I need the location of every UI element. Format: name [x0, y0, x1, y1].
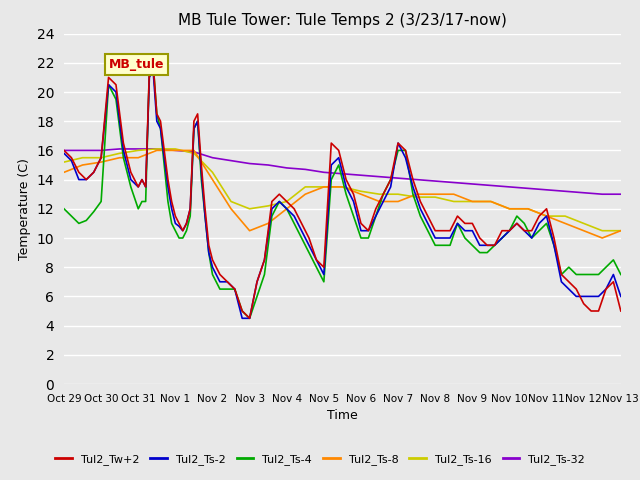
Title: MB Tule Tower: Tule Temps 2 (3/23/17-now): MB Tule Tower: Tule Temps 2 (3/23/17-now…: [178, 13, 507, 28]
X-axis label: Time: Time: [327, 409, 358, 422]
Text: MB_tule: MB_tule: [109, 58, 164, 71]
Legend: Tul2_Tw+2, Tul2_Ts-2, Tul2_Ts-4, Tul2_Ts-8, Tul2_Ts-16, Tul2_Ts-32: Tul2_Tw+2, Tul2_Ts-2, Tul2_Ts-4, Tul2_Ts…: [51, 450, 589, 469]
Y-axis label: Temperature (C): Temperature (C): [18, 158, 31, 260]
